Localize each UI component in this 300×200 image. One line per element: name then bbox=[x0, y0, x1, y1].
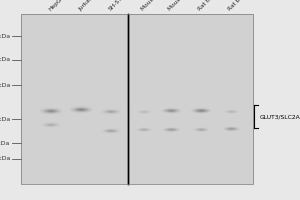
Text: Mouse brain: Mouse brain bbox=[167, 0, 196, 12]
Text: Mouse testis: Mouse testis bbox=[140, 0, 170, 12]
Bar bbox=[128, 14, 254, 184]
Text: SH-SY5Y: SH-SY5Y bbox=[107, 0, 129, 12]
Text: GLUT3/SLC2A3: GLUT3/SLC2A3 bbox=[260, 114, 300, 119]
Text: 100kDa: 100kDa bbox=[0, 57, 11, 62]
Text: Rat testis: Rat testis bbox=[197, 0, 221, 12]
Text: 70kDa: 70kDa bbox=[0, 83, 11, 88]
Text: HepG2: HepG2 bbox=[47, 0, 65, 12]
Text: Jurkat: Jurkat bbox=[77, 0, 93, 12]
Text: Rat brain: Rat brain bbox=[227, 0, 250, 12]
Bar bbox=[21, 14, 128, 184]
Text: 150kDa: 150kDa bbox=[0, 34, 11, 39]
Text: 50kDa: 50kDa bbox=[0, 117, 11, 122]
Bar bbox=[21, 14, 253, 184]
Text: 35kDa: 35kDa bbox=[0, 156, 11, 161]
Text: 40kDa: 40kDa bbox=[0, 141, 11, 146]
